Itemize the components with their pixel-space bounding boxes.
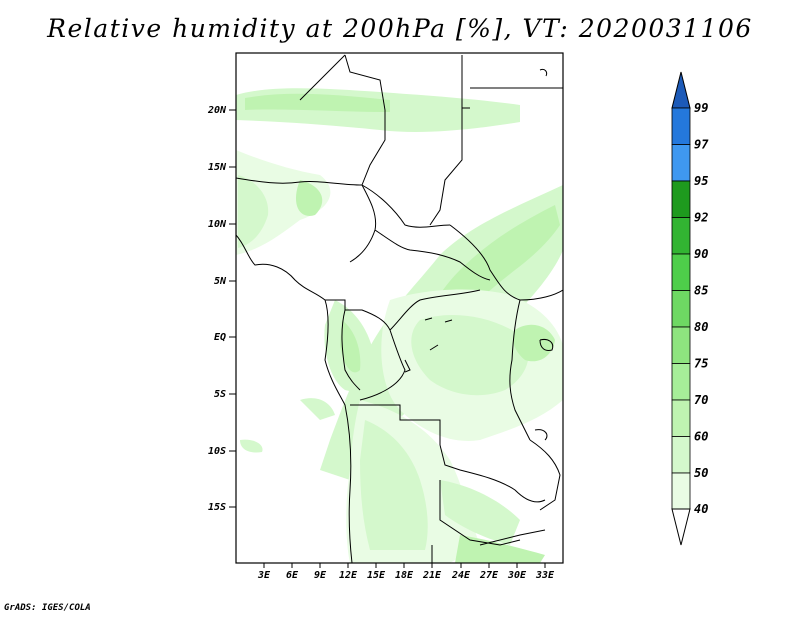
- chart-title: Relative humidity at 200hPa [%], VT: 202…: [47, 14, 753, 43]
- colorbar-segment: [671, 436, 691, 474]
- colorbar-segment: [671, 363, 691, 401]
- colorbar-segment: [671, 472, 691, 510]
- lon-label: 30E: [507, 570, 527, 581]
- lat-label: 5N: [214, 276, 227, 287]
- lat-label: EQ: [214, 332, 226, 343]
- lat-label: 15N: [208, 162, 227, 173]
- colorbar-top-arrow: [671, 71, 691, 109]
- colorbar-label: 97: [694, 138, 709, 152]
- colorbar-label: 90: [694, 247, 708, 261]
- colorbar-label: 70: [694, 393, 708, 407]
- lat-label: 10N: [208, 219, 227, 230]
- colorbar-segment: [671, 326, 691, 364]
- colorbar-bottom-arrow: [671, 508, 691, 546]
- colorbar-label: 60: [694, 430, 708, 444]
- lat-label: 15S: [208, 502, 226, 513]
- colorbar-label: 95: [694, 174, 708, 188]
- colorbar-label: 92: [694, 211, 708, 225]
- country-borders: [236, 54, 563, 563]
- lon-label: 33E: [535, 570, 555, 581]
- lon-label: 3E: [257, 570, 271, 581]
- lon-label: 9E: [314, 570, 327, 581]
- lon-label: 15E: [367, 570, 386, 581]
- colorbar-label: 50: [694, 466, 708, 480]
- humidity-shading: [236, 88, 563, 563]
- colorbar-segment: [671, 180, 691, 218]
- colorbar-segment: [671, 144, 691, 182]
- lon-label: 27E: [479, 570, 499, 581]
- credit-text: GrADS: IGES/COLA: [4, 603, 91, 613]
- colorbar-label: 80: [694, 320, 708, 334]
- lon-label: 21E: [422, 570, 442, 581]
- lon-label: 12E: [339, 570, 358, 581]
- lon-label: 6E: [286, 570, 299, 581]
- lat-label: 20N: [207, 105, 227, 116]
- colorbar: 99 97 95 92 90 85 80 75 70 60 50 40: [671, 71, 709, 546]
- lat-label: 10S: [208, 446, 226, 457]
- longitude-axis: 3E 6E 9E 12E 15E 18E 21E 24E 27E 30E 33E: [257, 563, 555, 581]
- latitude-axis: 20N 15N 10N 5N EQ 5S 10S 15S: [207, 105, 236, 513]
- colorbar-segment: [671, 107, 691, 145]
- colorbar-label: 75: [694, 357, 708, 371]
- lon-label: 24E: [451, 570, 471, 581]
- colorbar-segment: [671, 253, 691, 291]
- lat-label: 5S: [214, 389, 226, 400]
- lon-label: 18E: [395, 570, 414, 581]
- colorbar-label: 85: [694, 284, 708, 298]
- colorbar-segment: [671, 399, 691, 437]
- colorbar-segment: [671, 217, 691, 255]
- colorbar-segment: [671, 290, 691, 328]
- map-frame: [235, 52, 564, 564]
- colorbar-label: 99: [694, 101, 708, 115]
- colorbar-label: 40: [694, 502, 708, 516]
